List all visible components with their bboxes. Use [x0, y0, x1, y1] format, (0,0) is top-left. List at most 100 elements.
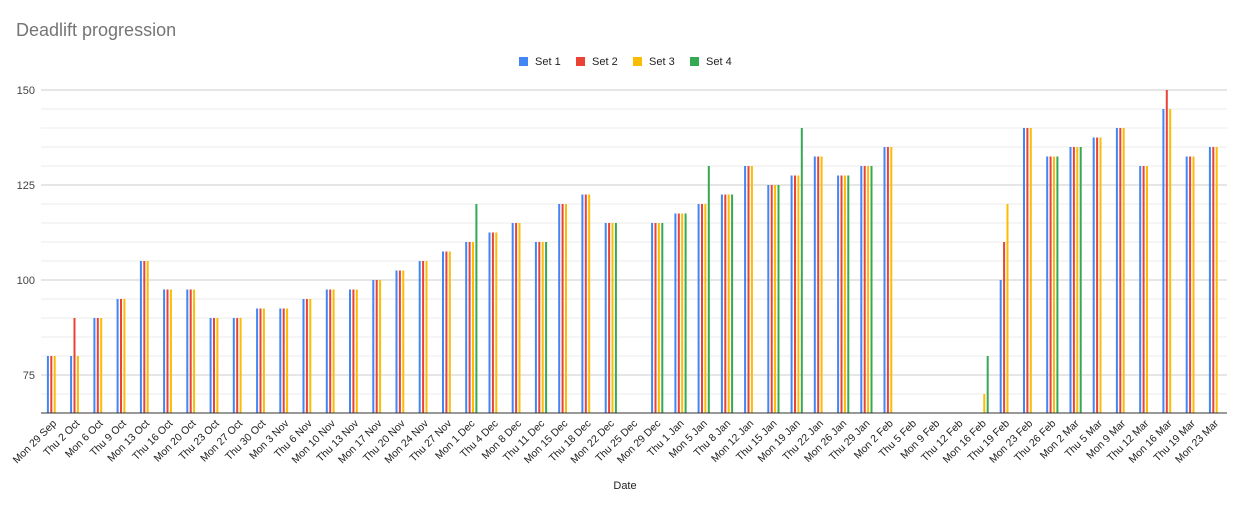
bar-set-3[interactable]	[472, 242, 474, 413]
bar-set-2[interactable]	[1142, 166, 1145, 413]
bar-set-1[interactable]	[581, 194, 584, 414]
bar-set-1[interactable]	[883, 147, 886, 413]
bar-set-3[interactable]	[704, 204, 707, 413]
bar-set-2[interactable]	[468, 242, 471, 413]
bar-set-2[interactable]	[515, 223, 518, 413]
bar-set-2[interactable]	[375, 280, 378, 413]
bar-set-3[interactable]	[797, 175, 800, 414]
bar-set-3[interactable]	[448, 251, 451, 414]
bar-set-2[interactable]	[329, 289, 332, 414]
bar-set-1[interactable]	[93, 318, 96, 413]
bar-set-2[interactable]	[794, 175, 796, 414]
bar-set-4[interactable]	[545, 242, 548, 413]
bar-set-1[interactable]	[1185, 156, 1188, 414]
bar-set-2[interactable]	[770, 185, 773, 413]
bar-set-1[interactable]	[651, 223, 654, 413]
bar-set-3[interactable]	[146, 261, 149, 413]
bar-set-3[interactable]	[425, 261, 428, 413]
bar-set-2[interactable]	[701, 204, 703, 413]
bar-set-2[interactable]	[1049, 156, 1052, 414]
bar-set-3[interactable]	[1192, 156, 1195, 414]
bar-set-1[interactable]	[837, 175, 840, 414]
bar-set-2[interactable]	[96, 318, 99, 413]
bar-set-2[interactable]	[677, 213, 680, 414]
bar-set-1[interactable]	[163, 289, 166, 414]
bar-set-3[interactable]	[750, 166, 753, 413]
bar-set-4[interactable]	[475, 204, 478, 413]
bar-set-1[interactable]	[395, 270, 398, 414]
bar-set-1[interactable]	[511, 223, 514, 413]
bar-set-4[interactable]	[614, 223, 617, 413]
bar-set-2[interactable]	[1212, 147, 1215, 413]
bar-set-1[interactable]	[209, 318, 212, 413]
bar-set-3[interactable]	[309, 299, 312, 413]
bar-set-1[interactable]	[302, 299, 305, 413]
bar-set-1[interactable]	[767, 185, 770, 413]
bar-set-3[interactable]	[76, 356, 79, 413]
bar-set-4[interactable]	[684, 213, 687, 414]
bar-set-3[interactable]	[518, 223, 521, 413]
bar-set-1[interactable]	[418, 261, 421, 413]
bar-set-1[interactable]	[534, 242, 537, 413]
bar-set-2[interactable]	[840, 175, 843, 414]
legend-item-set-2[interactable]: Set 2	[576, 56, 618, 68]
bar-set-1[interactable]	[1092, 137, 1095, 414]
bar-set-4[interactable]	[847, 175, 850, 414]
bar-set-1[interactable]	[1162, 109, 1165, 413]
bar-set-2[interactable]	[352, 289, 355, 414]
bar-set-1[interactable]	[1069, 147, 1072, 413]
bar-set-3[interactable]	[611, 223, 614, 413]
bar-set-3[interactable]	[216, 318, 219, 413]
bar-set-1[interactable]	[1139, 166, 1142, 413]
bar-set-1[interactable]	[256, 308, 259, 414]
bar-set-1[interactable]	[697, 204, 700, 413]
bar-set-1[interactable]	[70, 356, 73, 413]
bar-set-1[interactable]	[442, 251, 444, 414]
bar-set-3[interactable]	[890, 147, 893, 413]
bar-set-4[interactable]	[1079, 147, 1082, 413]
bar-set-1[interactable]	[860, 166, 863, 413]
bar-set-2[interactable]	[538, 242, 541, 413]
legend-item-set-1[interactable]: Set 1	[519, 56, 561, 68]
bar-set-1[interactable]	[744, 166, 747, 413]
bar-set-2[interactable]	[817, 156, 820, 414]
bar-set-3[interactable]	[169, 289, 172, 414]
bar-set-3[interactable]	[53, 356, 56, 413]
bar-set-3[interactable]	[286, 308, 289, 414]
bar-set-2[interactable]	[1003, 242, 1006, 413]
bar-set-4[interactable]	[777, 185, 780, 413]
bar-set-4[interactable]	[870, 166, 873, 413]
bar-set-1[interactable]	[232, 318, 235, 413]
bar-set-1[interactable]	[465, 242, 468, 413]
bar-set-3[interactable]	[727, 194, 730, 414]
bar-set-2[interactable]	[422, 261, 425, 413]
bar-set-2[interactable]	[189, 289, 192, 414]
bar-set-1[interactable]	[558, 204, 561, 413]
bar-set-3[interactable]	[239, 318, 242, 413]
bar-set-3[interactable]	[983, 394, 986, 413]
bar-set-2[interactable]	[724, 194, 727, 414]
bar-set-3[interactable]	[657, 223, 660, 413]
bar-set-1[interactable]	[139, 261, 142, 413]
bar-set-1[interactable]	[999, 280, 1002, 413]
bar-set-1[interactable]	[1046, 156, 1049, 414]
bar-set-3[interactable]	[1099, 137, 1102, 414]
bar-set-1[interactable]	[1023, 128, 1025, 413]
bar-set-3[interactable]	[402, 270, 405, 414]
bar-set-2[interactable]	[166, 289, 169, 414]
bar-set-3[interactable]	[1122, 128, 1125, 413]
bar-set-2[interactable]	[73, 318, 76, 413]
bar-set-4[interactable]	[661, 223, 664, 413]
bar-set-3[interactable]	[541, 242, 544, 413]
bar-set-3[interactable]	[1215, 147, 1218, 413]
bar-set-2[interactable]	[1165, 90, 1168, 413]
bar-set-2[interactable]	[282, 308, 285, 414]
bar-set-2[interactable]	[398, 270, 401, 414]
bar-set-3[interactable]	[262, 308, 265, 414]
bar-set-2[interactable]	[213, 318, 215, 413]
bar-set-2[interactable]	[259, 308, 262, 414]
bar-set-3[interactable]	[565, 204, 567, 413]
bar-set-3[interactable]	[379, 280, 382, 413]
bar-set-1[interactable]	[372, 280, 375, 413]
bar-set-1[interactable]	[325, 289, 328, 414]
